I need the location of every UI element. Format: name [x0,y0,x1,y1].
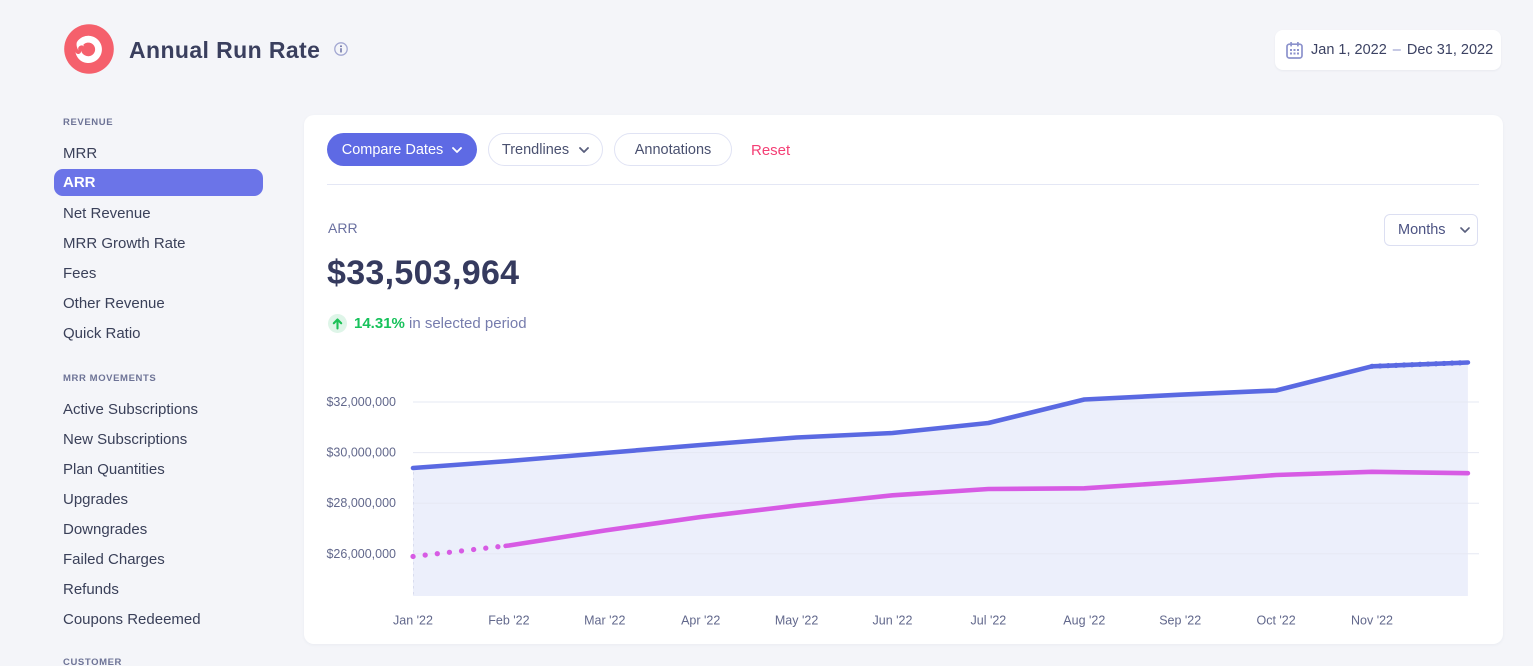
svg-text:$30,000,000: $30,000,000 [326,446,396,460]
svg-text:Apr '22: Apr '22 [681,614,720,628]
svg-text:Mar '22: Mar '22 [584,614,625,628]
svg-text:Jan '22: Jan '22 [393,614,433,628]
svg-text:Sep '22: Sep '22 [1159,614,1201,628]
svg-text:$28,000,000: $28,000,000 [326,496,396,510]
svg-text:$26,000,000: $26,000,000 [326,547,396,561]
svg-text:Feb '22: Feb '22 [488,614,529,628]
svg-text:$32,000,000: $32,000,000 [326,395,396,409]
svg-text:Jul '22: Jul '22 [971,614,1007,628]
svg-text:Oct '22: Oct '22 [1256,614,1295,628]
svg-text:Nov '22: Nov '22 [1351,614,1393,628]
svg-text:May '22: May '22 [775,614,818,628]
svg-text:Aug '22: Aug '22 [1063,614,1105,628]
svg-text:Jun '22: Jun '22 [873,614,913,628]
